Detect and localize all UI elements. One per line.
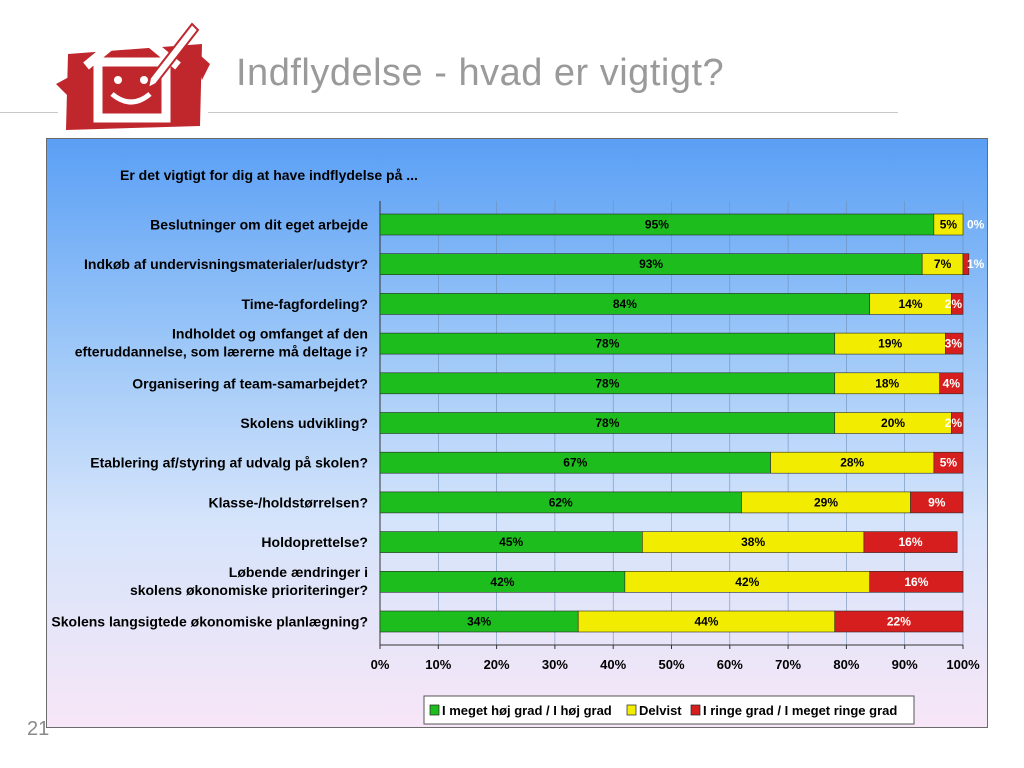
data-label: 14% — [899, 297, 923, 311]
x-tick-label: 50% — [658, 657, 684, 672]
data-label: 93% — [639, 257, 663, 271]
legend-label: I ringe grad / I meget ringe grad — [703, 703, 897, 718]
x-tick-label: 100% — [946, 657, 980, 672]
category-label: Skolens udvikling? — [240, 415, 368, 431]
data-label: 20% — [881, 416, 905, 430]
data-label: 2% — [945, 297, 963, 311]
legend-swatch — [429, 704, 440, 716]
data-label: 3% — [945, 337, 963, 351]
category-label: Løbende ændringer i skolens økonomiske pr… — [130, 564, 368, 598]
data-label: 4% — [943, 376, 961, 390]
page-number: 21 — [27, 718, 50, 740]
legend-swatch — [626, 704, 637, 716]
data-label: 22% — [887, 615, 911, 629]
data-label: 16% — [899, 535, 923, 549]
data-label: 95% — [645, 218, 669, 232]
category-label: Indholdet og omfanget af den efteruddanne… — [75, 326, 368, 360]
x-tick-label: 80% — [833, 657, 859, 672]
x-tick-label: 60% — [717, 657, 743, 672]
data-label: 9% — [928, 495, 946, 509]
category-label: Holdoprettelse? — [261, 534, 368, 550]
data-label: 5% — [940, 456, 958, 470]
data-label: 7% — [934, 257, 952, 271]
legend-box — [423, 695, 915, 725]
stacked-bar-chart: Er det vigtigt for dig at have indflydel… — [51, 167, 985, 725]
slide-title: Indflydelse - hvad er vigtigt? — [236, 52, 725, 94]
x-tick-label: 30% — [542, 657, 568, 672]
chart-frame: Er det vigtigt for dig at have indflydel… — [46, 138, 988, 728]
data-label: 42% — [490, 575, 514, 589]
x-tick-label: 90% — [892, 657, 918, 672]
data-label: 2% — [945, 416, 963, 430]
data-label: 18% — [875, 376, 899, 390]
data-label: 45% — [499, 535, 523, 549]
category-label: Etablering af/styring af udvalg på skole… — [90, 455, 368, 471]
data-label: 42% — [735, 575, 759, 589]
bar-segment — [939, 372, 964, 395]
data-label: 5% — [940, 218, 958, 232]
data-label: 29% — [814, 495, 838, 509]
data-label: 1% — [967, 257, 985, 271]
logo-icon — [56, 22, 210, 130]
x-tick-label: 20% — [484, 657, 510, 672]
chart-title: Er det vigtigt for dig at have indflydel… — [120, 167, 418, 183]
legend-swatch — [690, 704, 701, 716]
data-label: 67% — [563, 456, 587, 470]
data-label: 19% — [878, 337, 902, 351]
data-label: 62% — [549, 495, 573, 509]
legend-label: I meget høj grad / I høj grad — [442, 703, 612, 718]
header-rule-right — [208, 112, 898, 113]
data-label: 0% — [967, 218, 985, 232]
category-label: Time-fagfordeling? — [241, 296, 368, 312]
data-label: 34% — [467, 615, 491, 629]
category-label: Skolens langsigtede økonomiske planlægni… — [51, 614, 368, 630]
data-label: 78% — [595, 416, 619, 430]
legend-label: Delvist — [639, 703, 682, 718]
data-label: 84% — [613, 297, 637, 311]
category-label: Indkøb af undervisningsmaterialer/udstyr… — [84, 256, 368, 272]
data-label: 44% — [694, 615, 718, 629]
data-label: 78% — [595, 337, 619, 351]
category-label: Klasse-/holdstørrelsen? — [209, 494, 369, 510]
bar-segment — [951, 412, 964, 434]
bar-segment — [933, 451, 964, 474]
data-label: 28% — [840, 456, 864, 470]
data-label: 78% — [595, 376, 619, 390]
bar-segment — [933, 213, 964, 236]
bar-segment — [962, 253, 970, 275]
x-tick-label: 0% — [371, 657, 390, 672]
category-label: Beslutninger om dit eget arbejde — [150, 217, 368, 233]
bar-segment — [834, 610, 964, 633]
bar-segment — [910, 491, 964, 514]
x-tick-label: 40% — [600, 657, 626, 672]
x-tick-label: 70% — [775, 657, 801, 672]
bar-segment — [951, 293, 964, 315]
data-label: 38% — [741, 535, 765, 549]
bar-segment — [945, 332, 964, 355]
header-rule-left — [0, 112, 58, 113]
bar-segment — [863, 531, 958, 553]
data-label: 16% — [904, 575, 928, 589]
category-label: Organisering af team-samarbejdet? — [132, 375, 368, 391]
x-tick-label: 10% — [425, 657, 451, 672]
bar-segment — [869, 570, 964, 593]
